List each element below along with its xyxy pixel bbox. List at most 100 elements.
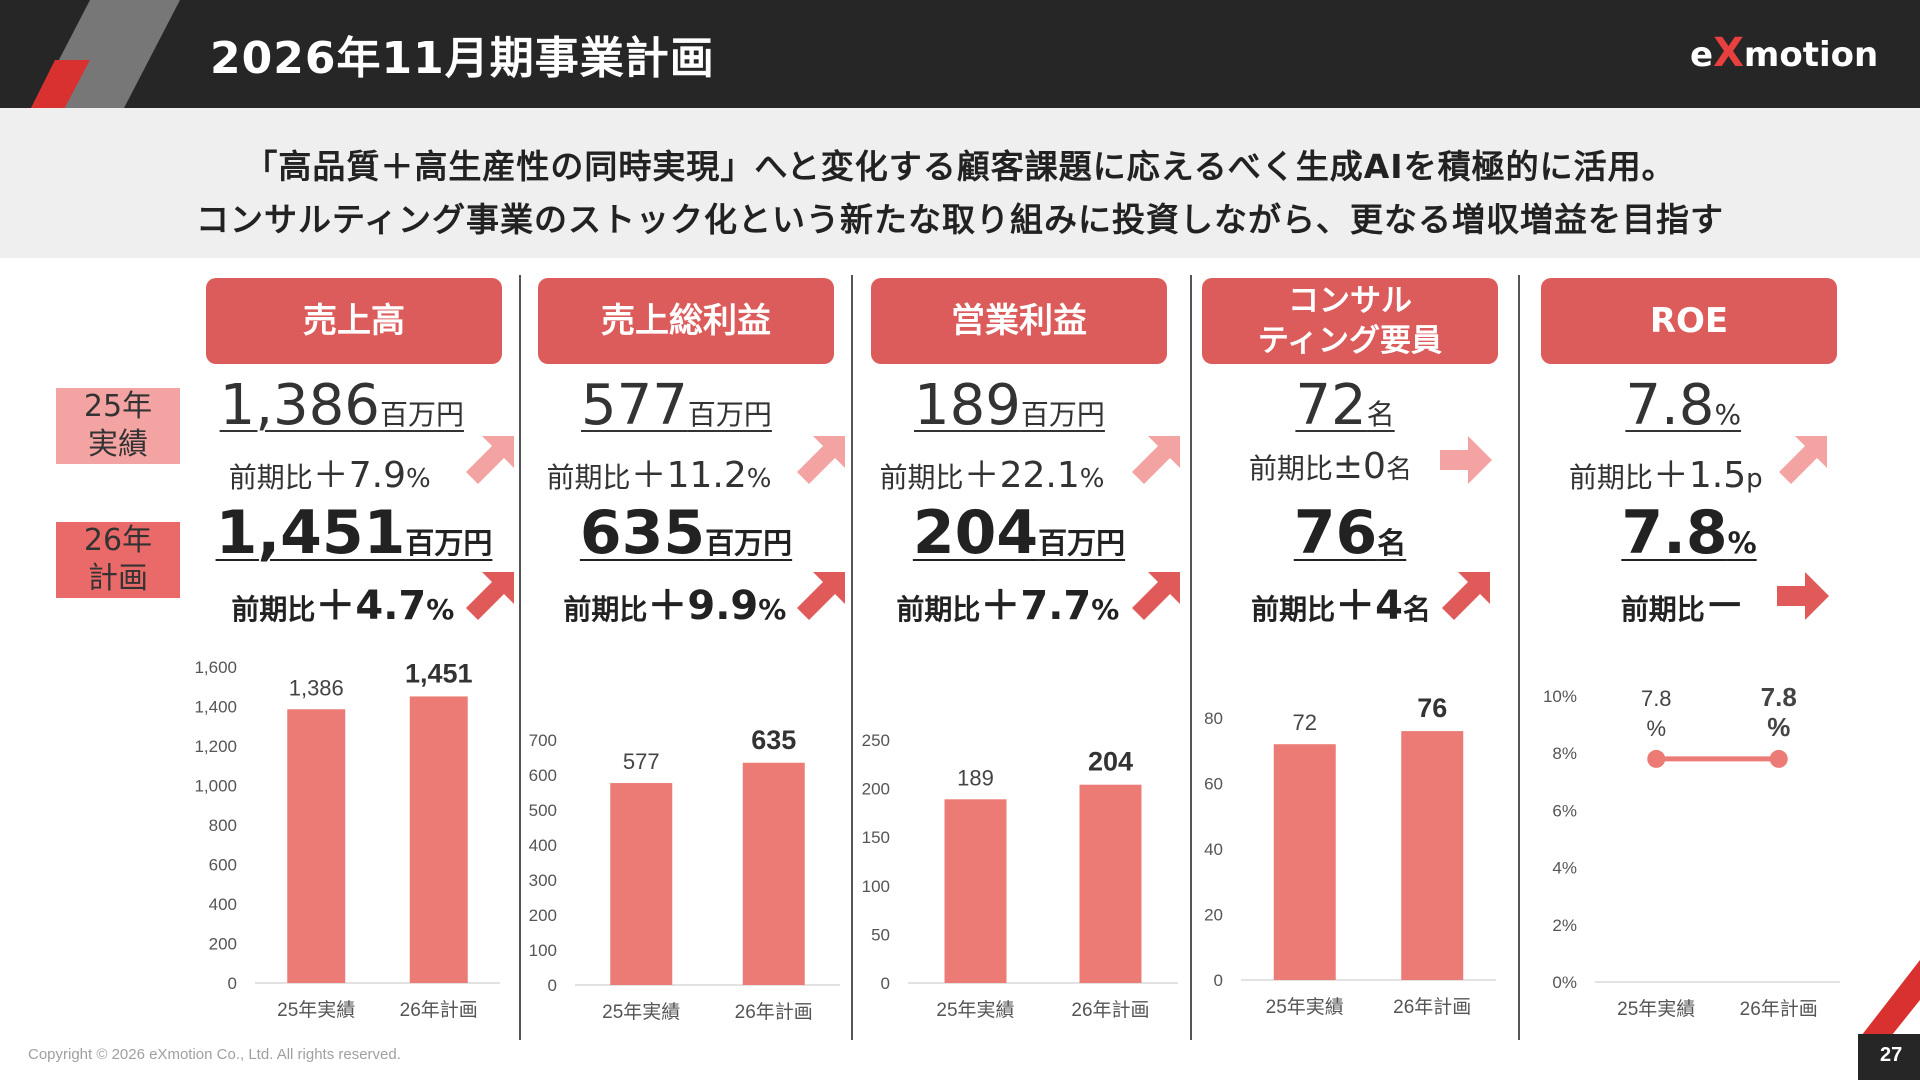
bar — [1401, 731, 1464, 980]
kpi-value-26: 76名 — [1294, 498, 1407, 568]
y-tick-label: 600 — [209, 856, 237, 875]
kpi-value-26-number: 204百万円 — [913, 498, 1125, 568]
y-tick-label: 200 — [862, 780, 890, 799]
page-title: 2026年11月期事業計画 — [210, 33, 715, 84]
kpi-change-25-prefix: 前期比 — [546, 461, 631, 494]
kpi-change-25-prefix: 前期比 — [1248, 452, 1333, 485]
arrow-up-right-icon — [466, 572, 514, 620]
y-tick-label: 600 — [529, 766, 557, 785]
corner-stripe-bottom — [1858, 960, 1920, 1040]
kpi-change-26-sign: ＋ — [315, 583, 356, 629]
kpi-change-26-unit: % — [426, 593, 455, 626]
y-tick-label: 50 — [871, 925, 890, 944]
arrow-up-right-icon — [797, 572, 845, 620]
page-number-box — [1858, 1034, 1920, 1080]
kpi-value-25-number: 1,386百万円 — [220, 373, 464, 438]
kpi-change-26-value: 7.7 — [1020, 583, 1092, 629]
kpi-header: コンサル ティング要員 — [1202, 278, 1498, 364]
kpi-change-25-sign: ＋ — [1652, 455, 1689, 496]
copyright-text: Copyright © 2026 eXmotion Co., Ltd. All … — [28, 1046, 401, 1063]
y-tick-label: 1,000 — [195, 777, 237, 796]
header-bar: 2026年11月期事業計画 eXmotion — [0, 0, 1920, 108]
arrow-right-icon — [1777, 572, 1829, 620]
y-tick-label: 0 — [881, 974, 890, 993]
y-tick-label: 1,600 — [195, 658, 237, 677]
subtitle-line-2: コンサルティング事業のストック化という新たな取り組みに投資しながら、更なる増収増… — [195, 200, 1725, 239]
kpi-change-26: 前期比＋7.7% — [896, 573, 1119, 631]
point-value-label: 7.8 — [1761, 682, 1797, 712]
y-tick-label: 800 — [209, 816, 237, 835]
kpi-header: ROE — [1541, 278, 1837, 364]
kpi-change-26: 前期比＋4.7% — [231, 573, 454, 631]
y-tick-label: 40 — [1204, 840, 1223, 859]
column-divider — [851, 275, 853, 1040]
kpi-value-25: 577百万円 — [581, 373, 772, 438]
bar-value-label: 204 — [1088, 747, 1133, 777]
kpi-value-26-number: 635百万円 — [580, 498, 792, 568]
kpi-value-25: 189百万円 — [914, 373, 1105, 438]
kpi-value-26-number-text: 76 — [1293, 498, 1378, 568]
kpi-value-26: 635百万円 — [580, 498, 792, 568]
page-number: 27 — [1880, 1044, 1903, 1066]
chart-sales: 0 200 400 600 800 1,000 1,200 1,400 1,600 25年実績 1,… — [195, 658, 500, 1021]
x-tick-label: 26年計画 — [400, 999, 478, 1021]
kpi-change-26-prefix: 前期比 — [896, 593, 981, 626]
kpi-header: 営業利益 — [871, 278, 1167, 364]
kpi-change-25-sign: ＋ — [630, 455, 667, 496]
arrow-up-right-icon — [1779, 436, 1827, 484]
y-tick-label: 1,400 — [195, 698, 237, 717]
kpi-change-25-sign: ± — [1332, 446, 1364, 487]
y-tick-label: 100 — [862, 877, 890, 896]
kpi-value-25-number-text: 72 — [1295, 373, 1367, 438]
kpi-change-25: 前期比＋1.5p — [1569, 446, 1763, 498]
kpi-change-25-sign: ＋ — [312, 455, 349, 496]
y-tick-label: 80 — [1204, 709, 1223, 728]
kpi-change-26-prefix: 前期比 — [563, 593, 648, 626]
kpi-value-26-number-text: 635 — [579, 498, 706, 568]
kpi-change-26-value: 4 — [1375, 583, 1403, 629]
kpi-change-25-prefix: 前期比 — [1568, 461, 1653, 494]
kpi-change-25-unit: % — [1079, 464, 1105, 494]
kpi-change-26-sign: ＋ — [980, 583, 1021, 629]
kpi-change-26-prefix: 前期比 — [1620, 593, 1705, 626]
kpi-value-25-number-text: 189 — [914, 373, 1021, 438]
kpi-change-26-unit: % — [1091, 593, 1120, 626]
y-tick-label: 1,200 — [195, 737, 237, 756]
y-tick-label: 400 — [529, 836, 557, 855]
kpi-value-26: 7.8% — [1621, 498, 1756, 568]
kpi-change-26-sign: － — [1704, 583, 1745, 629]
kpi-change-25: 前期比＋11.2% — [547, 446, 772, 498]
arrow-up-right-icon — [1132, 436, 1180, 484]
y-tick-label: 6% — [1552, 801, 1577, 820]
y-tick-label: 200 — [529, 906, 557, 925]
y-tick-label: 700 — [529, 731, 557, 750]
kpi-header: 売上総利益 — [538, 278, 834, 364]
kpi-value-26-unit: % — [1727, 526, 1757, 560]
kpi-change-25-prefix: 前期比 — [879, 461, 964, 494]
y-tick-label: 150 — [862, 828, 890, 847]
kpi-change-25-unit: % — [746, 464, 772, 494]
kpi-value-25-number-text: 1,386 — [219, 373, 380, 438]
point-value-label: 7.8 — [1641, 686, 1672, 711]
kpi-change-26: 前期比＋9.9% — [563, 573, 786, 631]
kpi-change-26: 前期比＋4名 — [1251, 573, 1431, 631]
arrow-up-right-icon — [797, 436, 845, 484]
bar — [287, 709, 346, 983]
x-tick-label: 25年実績 — [936, 999, 1014, 1021]
bar — [1079, 784, 1142, 983]
kpi-change-26: 前期比－ — [1621, 573, 1745, 631]
x-tick-label: 25年実績 — [602, 1001, 680, 1023]
kpi-value-25-unit: 百万円 — [687, 398, 772, 431]
bar — [1273, 744, 1336, 980]
kpi-change-26-value: 4.7 — [355, 583, 427, 629]
kpi-change-25-sign: ＋ — [963, 455, 1000, 496]
bar — [742, 762, 805, 985]
bar-value-label: 1,451 — [405, 658, 473, 688]
x-tick-label: 26年計画 — [1071, 999, 1149, 1021]
y-tick-label: 0 — [228, 974, 237, 993]
subtitle-line-1: 「高品質＋高生産性の同時実現」へと変化する顧客課題に応えるべく生成AIを積極的に… — [244, 147, 1676, 186]
bar-value-label: 72 — [1293, 710, 1317, 735]
subtitle-band — [0, 108, 1920, 258]
y-tick-label: 0 — [548, 976, 557, 995]
kpi-value-25-unit: 名 — [1366, 398, 1395, 431]
